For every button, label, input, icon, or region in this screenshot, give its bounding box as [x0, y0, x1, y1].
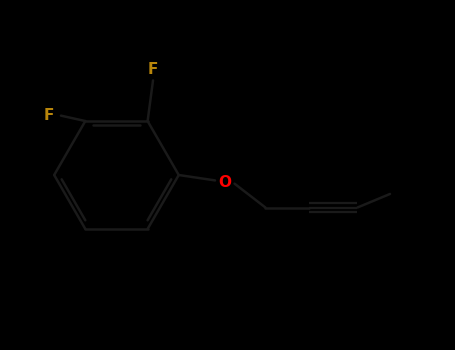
- Text: F: F: [44, 108, 54, 123]
- Text: F: F: [148, 62, 158, 77]
- Text: O: O: [218, 175, 231, 190]
